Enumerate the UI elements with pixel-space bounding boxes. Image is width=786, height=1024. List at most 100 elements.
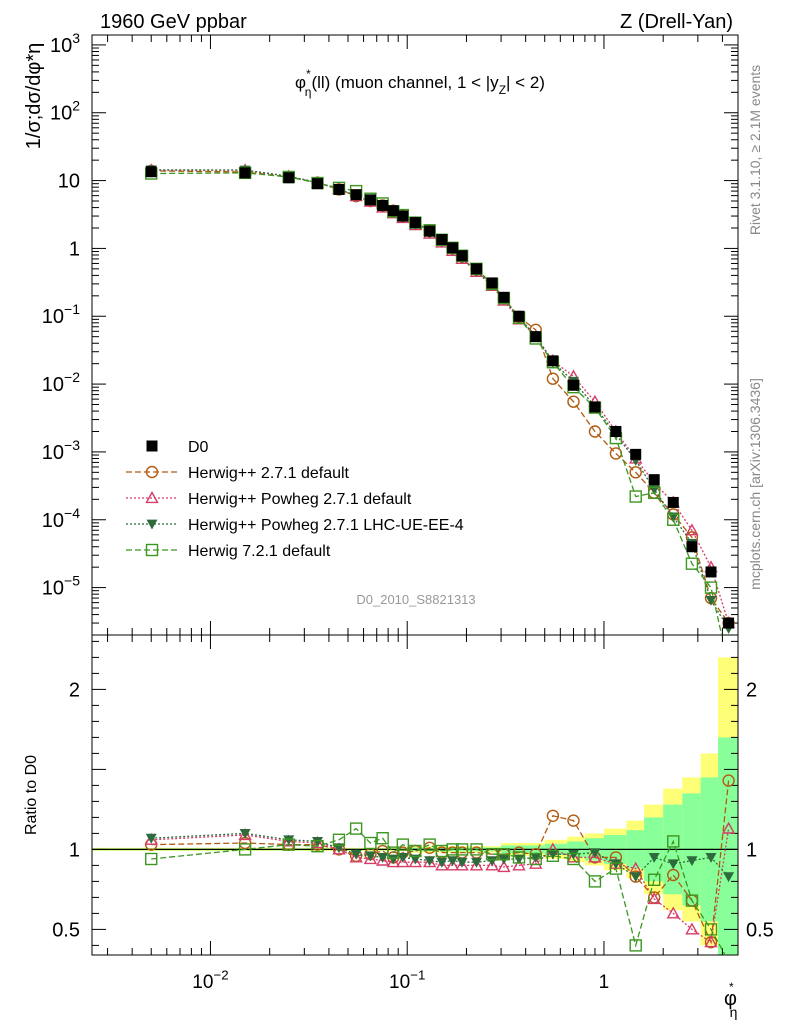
ratio-point-herwig-powheg-2-7-1-default <box>666 906 680 919</box>
legend-marker-d0 <box>146 440 158 452</box>
x-tick-label: 10−1 <box>389 967 425 993</box>
ratio-point-herwig-powheg-2-7-1-lhc-ue-ee-4 <box>447 856 459 867</box>
xlabel-eta: η <box>730 1004 738 1020</box>
data-point-herwig-2-7-1-default <box>588 425 602 438</box>
data-point-d0 <box>145 166 157 178</box>
ratio-point-herwig-powheg-2-7-1-lhc-ue-ee-4 <box>723 872 735 883</box>
data-point-herwig-2-7-1-default <box>567 395 580 408</box>
data-point-herwig-2-7-1-default <box>546 372 560 385</box>
ratio-point-herwig-powheg-2-7-1-lhc-ue-ee-4 <box>705 853 717 863</box>
ratio-y-tick-label: 1 <box>69 839 80 861</box>
ratio-point-herwig-powheg-2-7-1-lhc-ue-ee-4 <box>397 853 409 863</box>
data-point-d0 <box>424 225 436 237</box>
ratio-point-herwig-powheg-2-7-1-lhc-ue-ee-4 <box>471 857 483 868</box>
ratio-point-herwig-powheg-2-7-1-default <box>588 850 602 863</box>
ratio-point-herwig-powheg-2-7-1-default <box>349 850 363 863</box>
data-point-d0 <box>705 566 717 578</box>
ratio-point-herwig-7-2-1-default <box>685 894 699 907</box>
ratio-point-herwig-powheg-2-7-1-lhc-ue-ee-4 <box>387 854 399 865</box>
ratio-point-herwig-powheg-2-7-1-lhc-ue-ee-4 <box>667 859 679 870</box>
ratio-point-herwig-7-2-1-default <box>311 840 324 853</box>
main-y-tick-label: 10−2 <box>42 369 80 396</box>
data-point-herwig-7-2-1-default <box>704 581 718 594</box>
data-point-d0 <box>610 425 622 437</box>
ratio-point-herwig-2-7-1-default <box>567 814 580 827</box>
ratio-point-herwig-7-2-1-default <box>529 852 542 866</box>
data-point-herwig-7-2-1-default <box>629 490 642 503</box>
plot-title: φ* η(ll) (muon channel, 1 < |yZ| < 2) <box>295 67 545 99</box>
data-point-d0 <box>387 205 399 217</box>
legend-label-herwig-2-7-1-default: Herwig++ 2.7.1 default <box>188 465 350 482</box>
data-point-herwig-powheg-2-7-1-default <box>685 523 699 536</box>
data-point-d0 <box>630 448 642 460</box>
data-point-d0 <box>648 474 660 486</box>
ratio-point-herwig-powheg-2-7-1-lhc-ue-ee-4 <box>364 851 376 862</box>
ratio-point-herwig-powheg-2-7-1-default <box>497 860 511 873</box>
data-point-d0 <box>397 210 409 222</box>
data-point-d0 <box>486 277 498 289</box>
ratio-point-herwig-2-7-1-default <box>722 774 735 787</box>
ratio-point-herwig-2-7-1-default <box>667 868 680 882</box>
ratio-point-herwig-powheg-2-7-1-lhc-ue-ee-4 <box>456 857 468 868</box>
ratio-point-herwig-powheg-2-7-1-lhc-ue-ee-4 <box>436 857 448 868</box>
ratio-point-herwig-powheg-2-7-1-default <box>721 821 736 834</box>
main-y-tick-label: 10−1 <box>42 301 80 328</box>
rivet-version-label: Rivet 3.1.10, ≥ 2.1M events <box>747 65 763 235</box>
ratio-point-herwig-7-2-1-default <box>396 838 410 851</box>
ratio-point-herwig-powheg-2-7-1-lhc-ue-ee-4 <box>486 856 498 867</box>
legend: D0 Herwig++ 2.7.1 default Herwig++ Powheg … <box>126 439 464 560</box>
xlabel-phi: φ <box>724 988 737 1010</box>
ratio-series-layer <box>92 774 738 967</box>
ratio-point-herwig-7-2-1-default <box>409 844 422 858</box>
main-y-tick-label: 10−4 <box>42 505 80 532</box>
uncertainty-band-green <box>718 737 738 955</box>
ratio-point-herwig-powheg-2-7-1-lhc-ue-ee-4 <box>312 837 324 847</box>
ratio-point-herwig-powheg-2-7-1-default <box>529 856 543 869</box>
ratio-point-herwig-7-2-1-default <box>723 956 734 967</box>
ratio-y-tick-label-right: 0.5 <box>746 919 774 941</box>
data-point-d0 <box>513 310 525 322</box>
ratio-point-herwig-powheg-2-7-1-default <box>408 855 423 868</box>
ratio-point-herwig-7-2-1-default <box>497 848 511 861</box>
ratio-point-herwig-powheg-2-7-1-lhc-ue-ee-4 <box>610 859 622 870</box>
ratio-point-herwig-7-2-1-default <box>332 833 346 846</box>
legend-label-herwig-7-2-1-default: Herwig 7.2.1 default <box>188 543 331 560</box>
ratio-point-herwig-powheg-2-7-1-default <box>435 858 449 871</box>
data-point-d0 <box>350 189 362 201</box>
ratio-point-herwig-powheg-2-7-1-lhc-ue-ee-4 <box>350 849 362 860</box>
legend-marker-herwig-7-2-1-default <box>145 543 159 557</box>
data-point-d0 <box>283 172 295 184</box>
ratio-point-herwig-powheg-2-7-1-lhc-ue-ee-4 <box>424 856 436 867</box>
legend-marker-herwig-powheg-2-7-1-default <box>145 491 159 504</box>
data-point-d0 <box>667 496 679 508</box>
ratio-point-herwig-powheg-2-7-1-default <box>363 852 378 865</box>
ratio-point-herwig-7-2-1-default <box>647 873 661 886</box>
x-tick-label: 10−2 <box>192 967 228 993</box>
data-point-d0 <box>530 331 542 343</box>
ratio-panel-frame <box>91 634 739 956</box>
legend-label-d0: D0 <box>188 439 209 456</box>
data-point-herwig-2-7-1-default <box>629 466 642 479</box>
ratio-point-herwig-powheg-2-7-1-lhc-ue-ee-4 <box>239 829 251 839</box>
analysis-tag: D0_2010_S8821313 <box>356 592 475 607</box>
ratio-x-ticks: 10−2 10−1 1 <box>107 635 723 993</box>
main-y-tick-label: 103 <box>50 30 80 57</box>
data-point-herwig-7-2-1-default <box>685 557 699 570</box>
ratio-point-herwig-powheg-2-7-1-default <box>469 858 484 871</box>
data-point-d0 <box>498 291 510 303</box>
ratio-point-herwig-powheg-2-7-1-default <box>386 855 401 868</box>
ratio-point-herwig-powheg-2-7-1-default <box>282 834 296 847</box>
main-series-layer <box>144 163 736 635</box>
main-y-ticks: 10−5 10−4 10−3 10−2 10−1 1 10 102 103 <box>42 30 738 636</box>
legend-marker-herwig-powheg-2-7-1-lhc-ue-ee-4 <box>146 519 158 530</box>
ratio-point-herwig-powheg-2-7-1-default <box>566 850 581 863</box>
ratio-point-herwig-powheg-2-7-1-lhc-ue-ee-4 <box>530 853 542 863</box>
ratio-point-herwig-7-2-1-default <box>455 843 469 856</box>
mcplots-label: mcplots.cern.ch [arXiv:1306.3436] <box>747 378 763 590</box>
ratio-point-herwig-7-2-1-default <box>546 849 560 862</box>
ratio-point-herwig-powheg-2-7-1-lhc-ue-ee-4 <box>377 853 389 863</box>
main-x-ticks <box>107 35 723 635</box>
x-tick-label: 1 <box>599 972 610 993</box>
header-left: 1960 GeV ppbar <box>100 11 247 33</box>
ratio-point-herwig-powheg-2-7-1-lhc-ue-ee-4 <box>145 833 157 844</box>
